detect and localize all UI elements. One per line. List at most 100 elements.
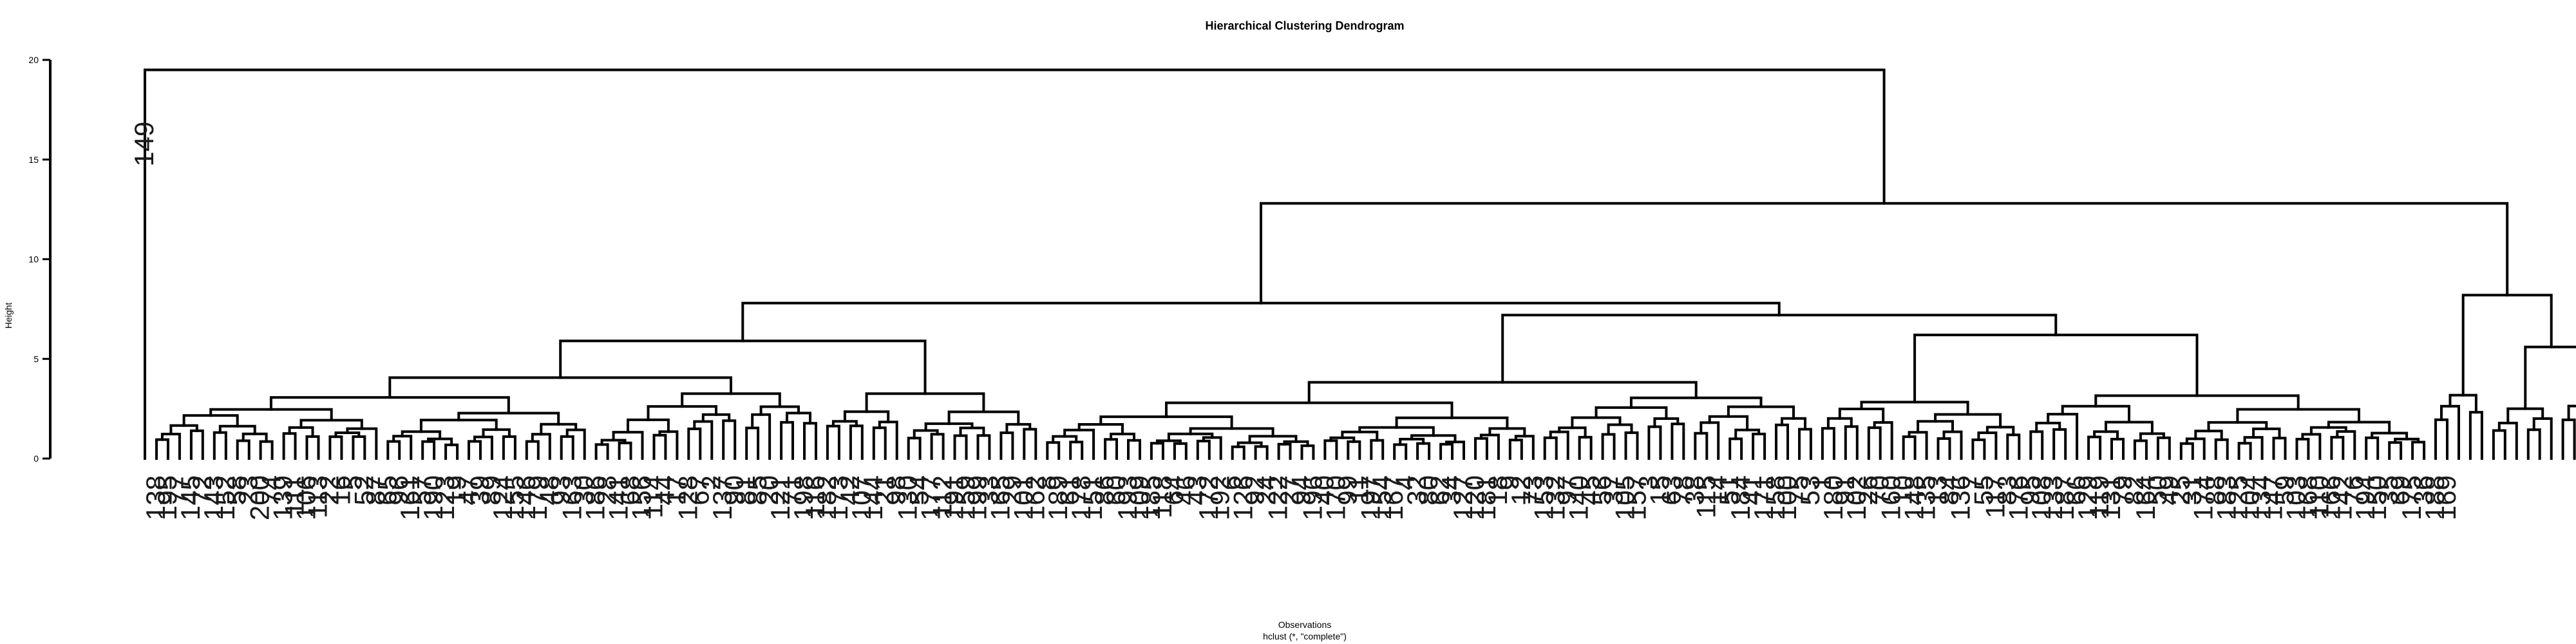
leaf-label: 111	[279, 475, 310, 516]
leaf-label: 123	[430, 475, 460, 520]
dendrogram-link	[652, 433, 667, 460]
leaf-label: 159	[951, 475, 981, 520]
leaf-label: 42	[835, 475, 865, 506]
leaf-label: 131	[2096, 475, 2126, 520]
leaf-label: 136	[1946, 475, 1976, 520]
dendrogram-link	[1971, 438, 1986, 460]
leaf-label: 62	[1425, 475, 1455, 506]
dendrogram-link	[1937, 437, 1951, 460]
leaf-label: 57	[406, 475, 437, 506]
dendrogram-link	[849, 424, 864, 460]
dendrogram-link	[1347, 440, 1361, 460]
leaf-label: 180	[1818, 475, 1848, 520]
leaf-labels: 1491381957714572143152582320074139111106…	[129, 122, 2461, 520]
dendrogram-link	[288, 426, 314, 438]
leaf-label: 147	[2258, 475, 2288, 520]
dendrogram-link	[2448, 393, 2477, 414]
dendrogram-link	[1173, 442, 1188, 460]
leaf-label: 83	[1991, 475, 2022, 506]
dendrogram-link	[2567, 404, 2576, 421]
dendrogram-link	[780, 421, 794, 460]
leaf-label: 152	[210, 475, 240, 520]
leaf-label: 12	[1506, 475, 1536, 506]
dendrogram-link	[1277, 442, 1292, 460]
dendrogram-link	[1867, 426, 1882, 460]
leaf-label: 21	[869, 475, 900, 506]
leaf-label: 84	[1934, 475, 1964, 506]
dendrogram-link	[2006, 433, 2021, 460]
dendrogram-link	[2524, 345, 2576, 410]
leaf-label: 14	[1702, 475, 1732, 506]
leaf-label: 166	[2315, 475, 2345, 520]
leaf-label: 178	[1066, 475, 1096, 520]
dendrogram-link	[1571, 416, 1622, 430]
leaf-label: 80	[1413, 475, 1443, 506]
dendrogram-link	[160, 433, 181, 460]
leaf-label: 99	[1332, 475, 1362, 506]
leaf-label: 182	[811, 475, 842, 520]
leaf-label: 79	[2107, 475, 2137, 506]
leaf-label: 173	[823, 475, 853, 520]
dendrogram-link	[751, 413, 772, 460]
dendrogram-link	[259, 440, 274, 460]
leaf-label: 82	[2119, 475, 2149, 506]
dendrogram-link	[1549, 430, 1569, 460]
dendrogram-link	[1023, 428, 1037, 460]
leaf-label: 165	[985, 475, 1015, 520]
leaf-label: 176	[2003, 475, 2033, 520]
dendrogram-link	[213, 431, 227, 460]
dendrogram-link	[2411, 440, 2426, 460]
dendrogram-link	[1370, 439, 1385, 460]
leaf-label: 172	[1193, 475, 1224, 520]
leaf-label: 114	[638, 475, 668, 518]
dendrogram-link	[1775, 423, 1789, 460]
leaf-label: 120	[1459, 475, 1490, 520]
leaf-label: 199	[962, 475, 992, 520]
leaf-label: 102	[1841, 475, 1871, 520]
leaf-label: 138	[140, 475, 171, 520]
dendrogram-link	[1647, 425, 1662, 460]
dendrogram-link	[1196, 439, 1211, 460]
leaf-label: 127	[1448, 475, 1478, 520]
dendrogram-link	[2236, 408, 2360, 424]
leaf-label: 92	[1240, 475, 1270, 506]
dendrogram-link	[2133, 439, 2148, 460]
leaf-label: 164	[2130, 475, 2161, 520]
leaf-label: 46	[1170, 475, 1200, 506]
leaf-label: 25	[2165, 475, 2195, 506]
dendrogram-link	[1508, 439, 1523, 460]
leaf-label: 143	[198, 475, 229, 520]
leaf-label: 96	[383, 475, 413, 506]
dendrogram-link	[722, 419, 737, 460]
leaf-label: 77	[164, 475, 194, 506]
leaf-label: 61	[1054, 475, 1084, 506]
leaf-label: 47	[453, 475, 483, 506]
dendrogram-link	[2110, 437, 2125, 460]
leaf-label: 103	[2281, 475, 2311, 520]
leaf-label: 197	[1355, 475, 1385, 520]
leaf-label: 191	[939, 475, 969, 520]
dendrogram-link	[269, 396, 510, 415]
dendrogram-link	[826, 424, 840, 460]
leaf-label: 116	[800, 475, 830, 518]
leaf-label: 163	[557, 475, 587, 520]
dendrogram-link	[2365, 436, 2380, 460]
dendrogram-link	[612, 431, 644, 460]
leaf-label: 186	[580, 475, 611, 520]
dendrogram-link	[525, 440, 540, 460]
dendrogram-link	[1300, 444, 1315, 460]
dendrogram-link	[386, 440, 401, 460]
leaf-label: 71	[777, 475, 807, 506]
dendrogram-link	[681, 392, 781, 408]
leaf-label: 195	[152, 475, 182, 520]
dendrogram-link	[803, 422, 817, 460]
leaf-label: 134	[2246, 475, 2277, 520]
dendrogram-link	[2214, 438, 2229, 460]
leaf-label: 156	[627, 475, 657, 520]
leaf-label: 162	[1019, 475, 1050, 520]
leaf-label: 161	[395, 475, 425, 520]
dendrogram-link	[1393, 443, 1408, 460]
leaf-label: 110	[2304, 475, 2334, 518]
leaf-label: 168	[2292, 475, 2322, 520]
leaf-label: 169	[2431, 475, 2461, 520]
